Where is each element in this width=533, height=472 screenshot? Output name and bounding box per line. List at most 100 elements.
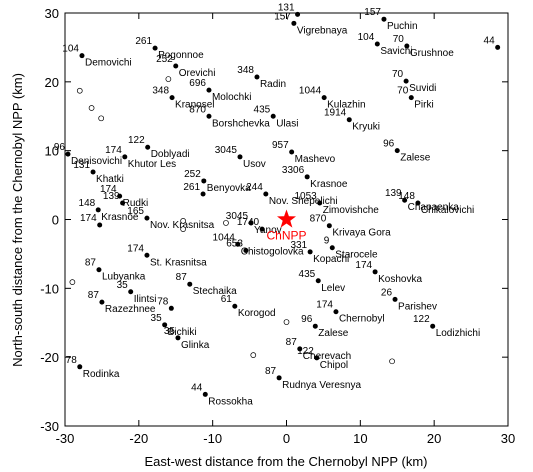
village-name: Grushnoe [410,48,454,59]
village-point [321,95,327,101]
village-point [333,309,339,315]
dose-label: 244 [246,182,263,193]
village-point [162,322,168,328]
village-name: Starocele [335,250,378,261]
open-point [69,279,76,285]
dose-label: 35 [151,313,163,324]
village-name: Usov [243,159,266,170]
village-name: Molochki [212,92,251,103]
village-point [415,200,421,206]
village-point [145,144,151,150]
village-name: Lelev [321,283,345,294]
village-name: Pirki [414,100,433,111]
dose-label: 3045 [226,211,249,222]
village-name: Kryuki [352,122,380,133]
village-point [187,281,193,287]
village-point [263,191,269,197]
dose-label: 435 [254,104,271,115]
dose-label: 87 [265,366,277,377]
village-point [314,355,320,361]
village-point [254,74,260,80]
village-name: Rodinka [83,369,120,380]
open-point [180,218,186,224]
dose-label: 1053 [294,191,317,202]
x-tick-label: 10 [353,431,367,446]
open-point [223,220,229,226]
village-name: Ulasi [276,118,298,129]
village-point [312,323,318,329]
dose-label: 35 [164,326,176,337]
dose-label: 174 [127,243,144,254]
village-name: Cherevach [303,351,351,362]
dose-label: 261 [135,36,152,47]
dose-label: 3306 [282,165,305,176]
dose-label: 148 [398,191,415,202]
village-name: Khatki [96,174,124,185]
village-point [392,296,398,302]
village-name: Radin [260,79,286,90]
y-tick-label: 20 [45,75,59,90]
village-name: Nov. Shepelichi [269,196,338,207]
village-name: Pogonnoe [158,50,204,61]
village-point [144,215,150,221]
village-name: Chikalovichi [421,205,474,216]
open-point [98,115,105,122]
village-point [97,222,103,228]
dose-label: 696 [189,78,206,89]
village-point [232,303,238,309]
village-name: Doblyadi [151,149,190,160]
dose-label: 348 [237,65,254,76]
village-name: Razezhnee [105,304,156,315]
dose-label: 252 [156,54,173,65]
y-tick-label: 10 [45,144,59,159]
x-tick-label: 30 [501,431,515,446]
dose-label: 148 [79,198,96,209]
dose-label: 9 [324,236,330,247]
open-point [389,358,395,365]
village-name: Chipol [320,360,348,371]
village-name: Stechaika [193,286,237,297]
dose-label: 139 [385,188,402,199]
village-name: Yanov [254,225,282,236]
village-point [201,178,207,184]
dose-label: 174 [316,300,333,311]
village-point [403,78,409,84]
village-name: Zalese [318,328,348,339]
open-point [88,105,95,111]
village-name: Kulazhin [327,100,365,111]
dose-label: 61 [221,294,233,305]
dose-label: 96 [301,314,313,325]
open-point [180,226,186,232]
village-point [430,323,436,329]
dose-label: 174 [100,184,117,195]
village-point [175,335,181,341]
dose-label: 70 [393,34,405,45]
village-point [315,278,321,284]
village-point [243,247,249,253]
village-point [276,375,282,381]
village-name: Korogod [238,308,276,319]
village-point [259,226,265,232]
dose-label: 87 [176,272,188,283]
village-name: Kranosel [175,100,214,111]
village-point [307,249,313,255]
village-point [326,223,332,229]
dose-label: 174 [355,260,372,271]
dose-label: 139 [103,191,120,202]
village-name: Krasnoe [101,212,139,223]
village-name: Koshovka [378,274,422,285]
village-name: Bichiki [168,327,197,338]
village-name: Rudnya Veresnya [282,380,361,391]
village-point [235,241,241,247]
village-name: Rudki [123,198,149,209]
village-point [381,16,387,22]
x-tick-label: -30 [56,431,75,446]
village-name: Suvidi [409,83,436,94]
village-point [95,207,101,213]
dose-label: 70 [397,86,409,97]
y-tick-label: -10 [40,281,59,296]
village-name: Zalese [400,153,430,164]
village-name: Zimovishche [323,205,380,216]
dose-label: 122 [297,346,314,357]
village-point [169,95,175,101]
